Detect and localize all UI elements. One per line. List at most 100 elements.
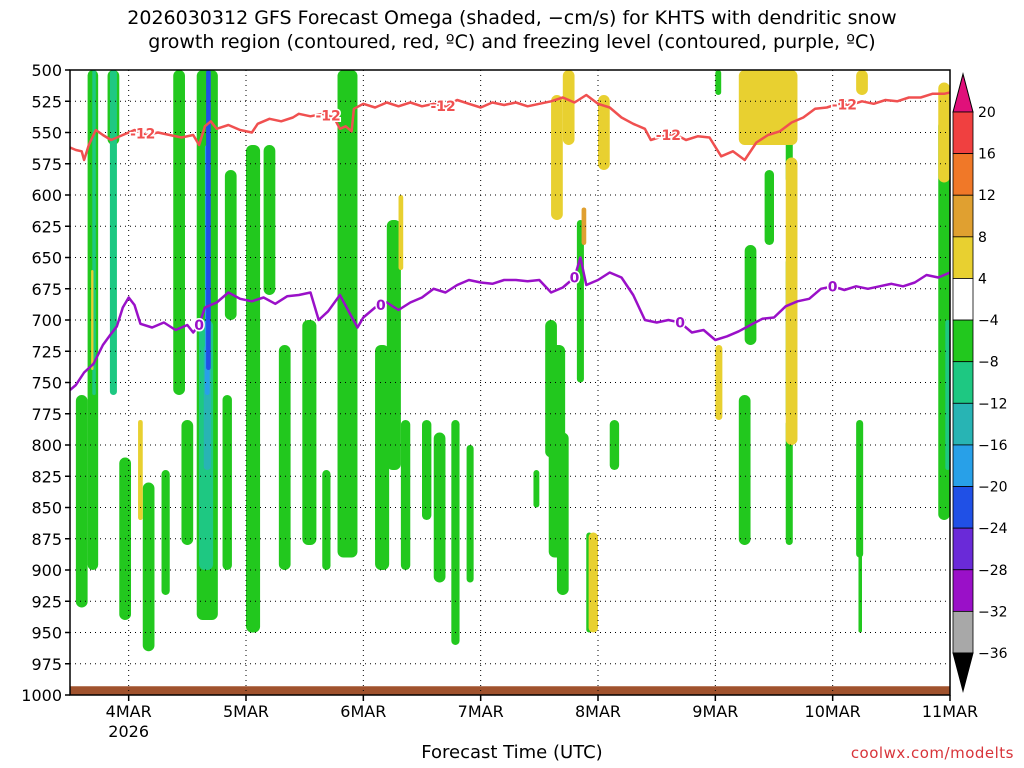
omega-region-58 <box>856 70 868 95</box>
y-tick-label-17: 925 <box>31 592 62 611</box>
colorbar-label-5: −4 <box>978 313 999 329</box>
omega-region-17 <box>246 145 261 633</box>
omega-region-48 <box>91 270 94 370</box>
freezing-label-4: 0 <box>828 279 838 295</box>
omega-region-37 <box>715 70 722 95</box>
x-tick-label-6: 10MAR <box>805 702 861 721</box>
omega-region-20 <box>302 320 317 545</box>
y-tick-label-4: 600 <box>31 186 62 205</box>
y-tick-label-9: 725 <box>31 342 62 361</box>
omega-region-50 <box>398 195 404 270</box>
y-tick-label-7: 675 <box>31 280 62 299</box>
y-tick-label-5: 625 <box>31 217 62 236</box>
colorbar: 20 16 12 8 4 −4 −8 −12 −16 −20 −24 −28 −32 −36 <box>952 72 1008 693</box>
omega-region-6 <box>142 482 155 652</box>
y-tick-label-10: 750 <box>31 374 62 393</box>
colorbar-label-8: −16 <box>978 438 1008 454</box>
dgz-contour-line <box>70 91 950 162</box>
omega-region-15 <box>224 170 237 320</box>
omega-region-18 <box>263 145 276 295</box>
chart-title: 2026030312 GFS Forecast Omega (shaded, −… <box>0 6 1024 54</box>
omega-region-9 <box>181 420 194 545</box>
y-tick-label-19: 975 <box>31 655 62 674</box>
y-tick-label-6: 650 <box>31 249 62 268</box>
y-tick-label-16: 900 <box>31 561 62 580</box>
omega-region-33 <box>556 432 569 595</box>
colorbar-label-9: −20 <box>978 480 1008 496</box>
colorbar-swatch-9 <box>952 486 974 529</box>
y-tick-label-3: 575 <box>31 155 62 174</box>
colorbar-label-12: −32 <box>978 604 1008 620</box>
colorbar-label-10: −24 <box>978 521 1008 537</box>
freezing-label-3: 0 <box>675 316 685 332</box>
omega-region-21 <box>322 470 331 570</box>
x-tick-year-label: 2026 <box>108 722 149 741</box>
omega-region-57 <box>785 157 798 445</box>
omega-region-26 <box>422 420 432 520</box>
ground-terrain <box>70 686 950 695</box>
omega-region-27 <box>433 432 446 583</box>
y-tick-label-13: 825 <box>31 467 62 486</box>
colorbar-swatch-10 <box>952 527 974 571</box>
colorbar-swatch-6 <box>952 361 974 404</box>
x-axis-label: Forecast Time (UTC) <box>421 742 603 763</box>
omega-region-39 <box>744 245 757 345</box>
colorbar-swatch-2 <box>952 194 974 238</box>
dgz-label-0: -12 <box>130 127 155 143</box>
freezing-label-0: 0 <box>194 318 204 334</box>
omega-region-59 <box>938 82 950 183</box>
x-tick-label-0: 4MAR <box>106 702 152 721</box>
colorbar-label-2: 12 <box>978 188 996 204</box>
omega-region-23 <box>375 345 390 570</box>
omega-region-45 <box>858 532 862 633</box>
colorbar-bottom-arrow <box>952 652 974 693</box>
x-tick-label-1: 5MAR <box>223 702 269 721</box>
omega-region-36 <box>609 420 620 470</box>
y-tick-label-1: 525 <box>31 92 62 111</box>
x-tick-label-5: 9MAR <box>692 702 738 721</box>
dgz-label-4: -12 <box>832 97 857 113</box>
omega-region-16 <box>222 395 232 570</box>
omega-region-44 <box>856 420 864 558</box>
colorbar-swatch-7 <box>952 402 974 446</box>
colorbar-swatch-0 <box>952 111 974 155</box>
omega-region-8 <box>173 70 185 395</box>
colorbar-label-3: 8 <box>978 230 987 246</box>
x-tick-label-7: 11MAR <box>922 702 978 721</box>
omega-region-52 <box>562 70 575 145</box>
omega-region-29 <box>466 445 474 583</box>
omega-region-30 <box>533 470 540 508</box>
omega-region-54 <box>588 532 598 633</box>
omega-region-25 <box>400 420 411 570</box>
y-tick-label-12: 800 <box>31 436 62 455</box>
omega-region-47 <box>945 320 950 470</box>
omega-region-4 <box>109 70 117 395</box>
omega-region-22 <box>337 70 358 558</box>
omega-region-2 <box>75 395 88 608</box>
x-tick-label-2: 6MAR <box>340 702 386 721</box>
colorbar-swatch-12 <box>952 610 974 654</box>
plot-grid <box>70 70 950 695</box>
colorbar-swatch-4 <box>952 278 974 321</box>
colorbar-swatch-11 <box>952 569 974 612</box>
omega-region-28 <box>451 420 460 645</box>
colorbar-swatch-1 <box>952 153 974 196</box>
chart-title-line-1: 2026030312 GFS Forecast Omega (shaded, −… <box>127 7 897 29</box>
x-tick-label-4: 8MAR <box>575 702 621 721</box>
freezing-label-1: 0 <box>376 298 386 314</box>
colorbar-label-0: 20 <box>978 105 996 121</box>
omega-region-14 <box>206 70 211 370</box>
omega-region-55 <box>715 345 723 420</box>
y-tick-label-14: 850 <box>31 499 62 518</box>
omega-region-19 <box>278 345 291 570</box>
y-tick-label-0: 500 <box>31 61 62 80</box>
omega-region-53 <box>598 95 610 170</box>
omega-region-56 <box>738 70 798 145</box>
plot-axes: 500 525 550 575 600 625 650 675 700 725 750 775 800 8… <box>21 61 978 741</box>
contour-lines: -12 -12 -12 -12 -12 0 0 0 0 0 <box>70 91 950 391</box>
colorbar-swatch-5 <box>952 319 974 363</box>
colorbar-label-13: −36 <box>978 646 1008 662</box>
freezing-label-2: 0 <box>570 271 580 287</box>
omega-region-51 <box>551 95 563 220</box>
